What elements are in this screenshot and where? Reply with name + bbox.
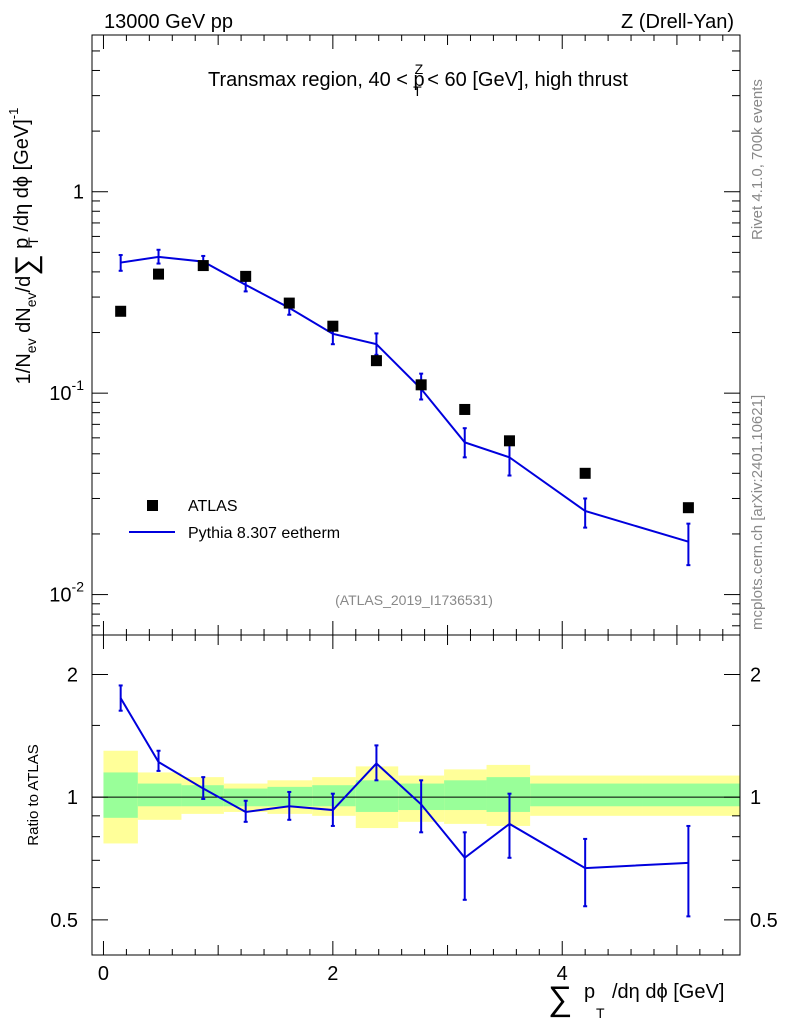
legend: ATLAS Pythia 8.307 eetherm <box>129 498 340 542</box>
legend-mc-label: Pythia 8.307 eetherm <box>188 525 340 542</box>
main-y-tick-label: 1 <box>73 182 84 204</box>
main-y-tick-label: 10-1 <box>49 377 84 405</box>
atlas-data-point <box>415 379 427 391</box>
atlas-data-point <box>153 268 165 280</box>
ratio-band-inner <box>444 780 487 811</box>
ratio-band-inner <box>137 783 182 807</box>
ratio-band-inner <box>103 772 138 818</box>
ratio-band-inner <box>530 783 643 807</box>
atlas-data-point <box>459 403 471 415</box>
ratio-y-axis-label: Ratio to ATLAS <box>25 744 42 845</box>
ratio-y-tick-label-right: 2 <box>750 664 761 686</box>
x-axis-label: ∑ p T /dη dϕ [GeV] <box>548 980 724 1021</box>
atlas-data-point <box>327 320 339 332</box>
ratio-band-inner <box>642 783 740 807</box>
main-frame <box>91 34 741 636</box>
mcplots-site-label: mcplots.cern.ch [arXiv:2401.10621] <box>749 395 766 630</box>
atlas-data-point <box>370 355 382 367</box>
ratio-panel: 0.5 0.5 1 1 2 2 <box>50 634 778 956</box>
ratio-y-tick-label-right: 1 <box>750 787 761 809</box>
x-tick-label: 2 <box>327 963 338 985</box>
x-axis-sum-symbol: ∑ <box>548 980 572 1018</box>
atlas-data-point <box>503 435 515 447</box>
ratio-y-tick-label-left: 2 <box>67 664 78 686</box>
x-axis-label-rest: /dη dϕ [GeV] <box>612 981 724 1003</box>
atlas-data-point <box>197 260 209 272</box>
main-y-axis-label-text: 1/Nev dNev/d∑ pT /dη dϕ [GeV]-1 <box>6 108 43 385</box>
x-tick-label: 0 <box>98 963 109 985</box>
main-y-axis-label: 1/Nev dNev/d∑ pT /dη dϕ [GeV]-1 <box>6 108 43 385</box>
x-axis-label-p: p <box>584 981 595 1003</box>
chart-title-sup: Z <box>415 61 424 77</box>
atlas-data-point <box>579 467 591 479</box>
main-y-tick-label: 10-2 <box>49 579 84 607</box>
ratio-band-inner <box>312 785 356 807</box>
main-panel: 10-2 10-1 1 <box>49 34 741 636</box>
ratio-y-tick-label-right: 0.5 <box>750 910 778 932</box>
atlas-data-point <box>283 297 295 309</box>
atlas-data-point <box>115 305 127 317</box>
header-right-title: Z (Drell-Yan) <box>621 11 734 33</box>
ratio-frame <box>91 634 741 956</box>
ratio-y-tick-label-left: 0.5 <box>50 910 78 932</box>
legend-atlas-label: ATLAS <box>188 498 238 515</box>
chart-title-after: < 60 [GeV], high thrust <box>422 69 629 91</box>
chart-title: Transmax region, 40 < pZ T < 60 [GeV], hi… <box>208 61 628 99</box>
x-tick-label: 4 <box>557 963 568 985</box>
header-left-title: 13000 GeV pp <box>104 11 233 33</box>
atlas-data-point <box>240 270 252 282</box>
analysis-reference: (ATLAS_2019_I1736531) <box>335 592 493 608</box>
chart-title-before: Transmax region, 40 < p <box>208 69 425 91</box>
chart-title-sub: T <box>413 83 422 99</box>
ratio-y-tick-label-left: 1 <box>67 787 78 809</box>
legend-atlas-marker <box>147 500 158 511</box>
ratio-series-line <box>119 697 689 870</box>
x-axis-label-sub: T <box>596 1005 605 1021</box>
rivet-version-label: Rivet 4.1.0, 700k events <box>749 79 766 240</box>
atlas-data-point <box>682 502 694 514</box>
mc-series-line <box>120 255 689 543</box>
ratio-band-inner <box>355 780 399 812</box>
